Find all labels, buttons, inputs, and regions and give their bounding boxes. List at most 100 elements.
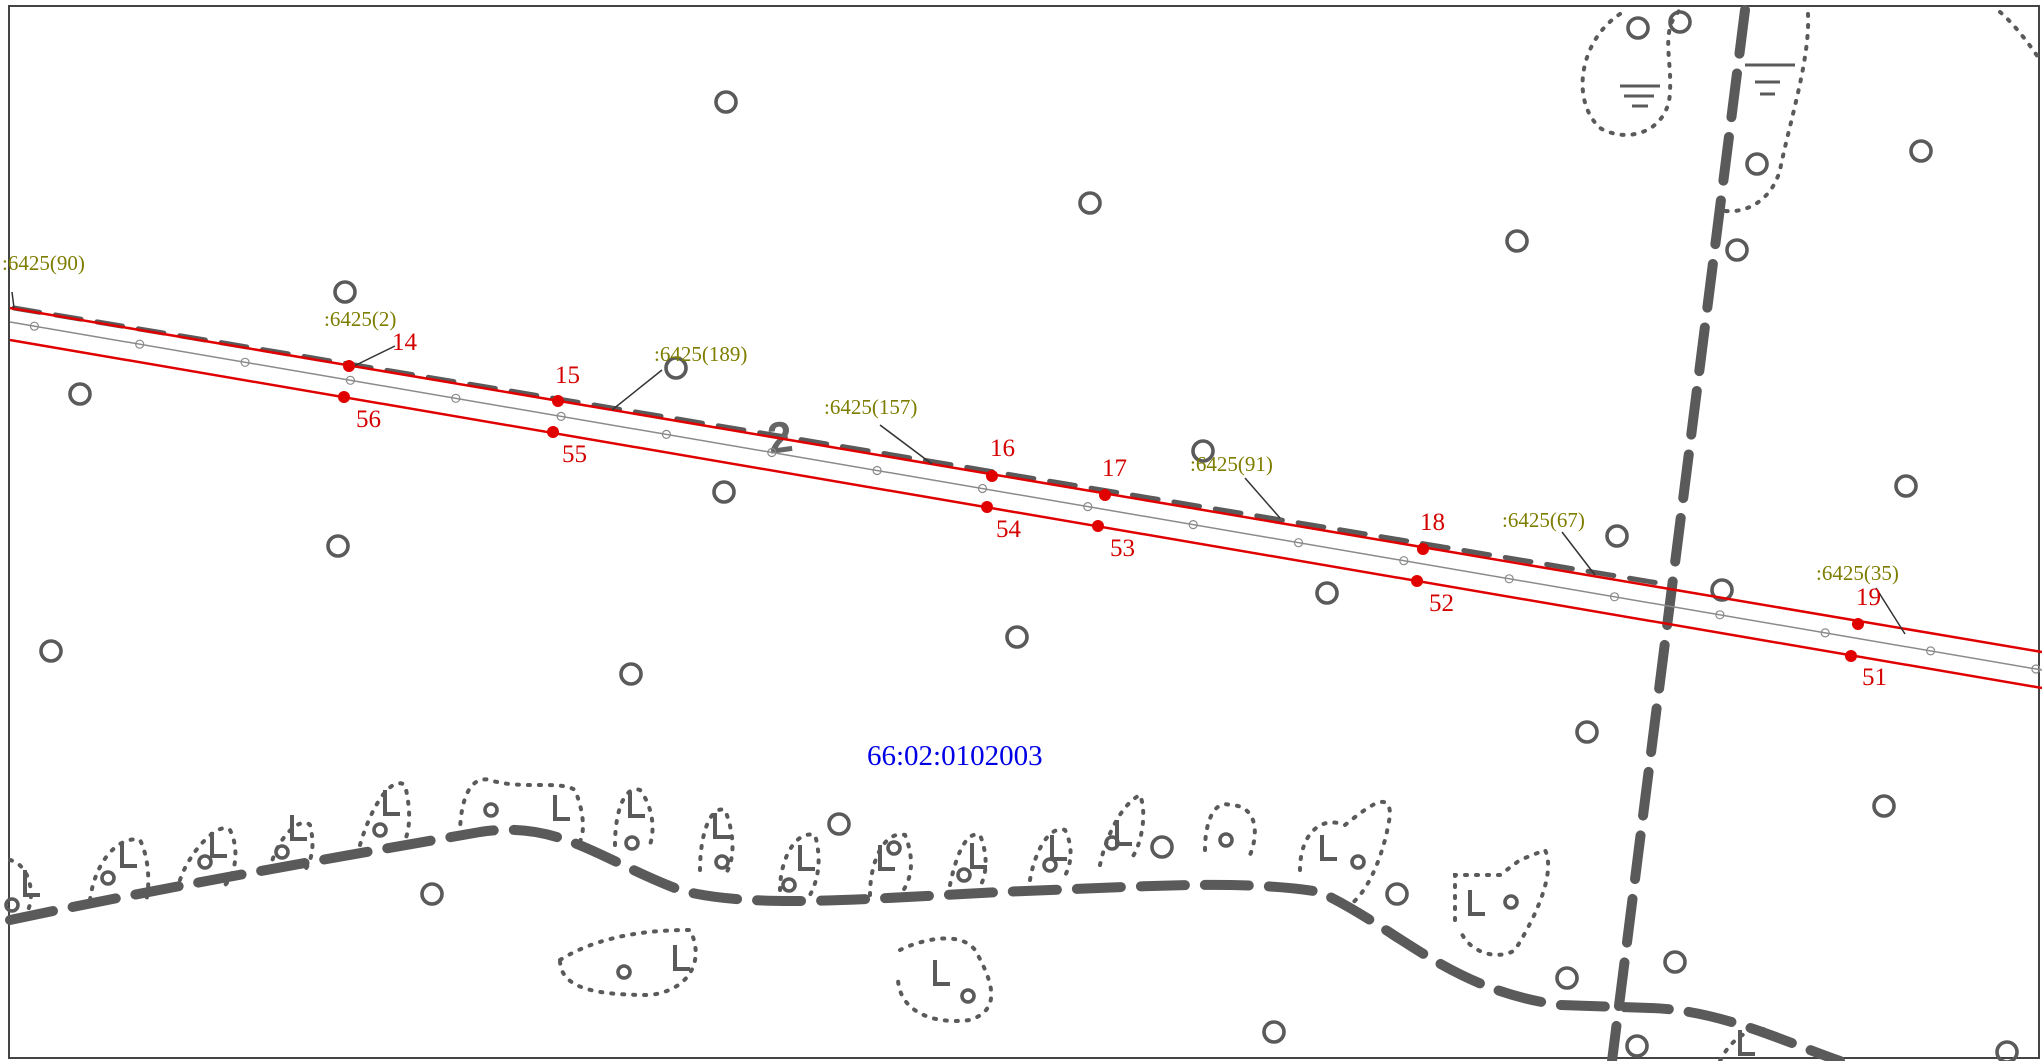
tree-symbol <box>1710 578 1734 602</box>
shrub-outline <box>1453 847 1551 957</box>
boundary-point[interactable] <box>552 395 564 407</box>
tree-symbol <box>1909 139 1933 163</box>
shrub-l-sign <box>798 845 815 871</box>
point-number: 53 <box>1110 535 1135 562</box>
shrub-dot <box>714 854 730 870</box>
axis-mark <box>1083 502 1093 512</box>
shrub-dot <box>886 840 902 856</box>
point-number: 56 <box>356 406 381 433</box>
shrub-l-sign <box>628 792 645 818</box>
parcel-label[interactable]: :6425(91) <box>1190 452 1273 476</box>
boundary-point[interactable] <box>1411 575 1423 587</box>
shrub-dot <box>616 964 632 980</box>
boundary-point[interactable] <box>343 360 355 372</box>
shrub-l-sign <box>933 960 950 986</box>
leader-line <box>879 424 933 465</box>
parcel-label[interactable]: :6425(90) <box>2 251 85 275</box>
tree-symbol <box>1078 191 1102 215</box>
tree-symbol <box>420 882 444 906</box>
boundary-points[interactable] <box>338 360 1864 662</box>
tree-symbol <box>1505 229 1529 253</box>
boundary-point[interactable] <box>986 470 998 482</box>
parcel-label[interactable]: :6425(189) <box>654 342 747 366</box>
tree-symbol <box>1555 966 1579 990</box>
parcel-label-leaders <box>11 291 1906 635</box>
axis-mark <box>1609 592 1620 602</box>
shrub-l-sign <box>1738 1030 1755 1056</box>
tree-symbol <box>1745 152 1769 176</box>
shrub-dot <box>1503 894 1519 910</box>
tree-symbol <box>1995 1040 2019 1061</box>
shrub-l-sign <box>878 845 895 871</box>
axis-mark <box>977 483 988 494</box>
parcel-label[interactable]: :6425(67) <box>1502 508 1585 532</box>
boundary-point[interactable] <box>547 426 559 438</box>
point-number: 54 <box>996 516 1022 543</box>
tree-symbol <box>1663 950 1687 974</box>
parcel-label[interactable]: :6425(35) <box>1816 561 1899 585</box>
shrub-outline <box>896 936 994 1023</box>
axis-mark <box>29 321 40 331</box>
point-numbers: 14 15 16 17 18 19 56 55 54 53 52 51 <box>356 329 1887 691</box>
shrub-l-sign <box>1320 835 1337 861</box>
shrub-outline <box>948 832 988 892</box>
shrub-outline <box>8 858 33 912</box>
boundary-point[interactable] <box>1099 489 1111 501</box>
boundary-point[interactable] <box>1092 520 1104 532</box>
axis-mark <box>451 393 461 403</box>
axis-mark <box>1820 628 1830 638</box>
shrub-dot <box>4 897 20 913</box>
tree-symbol <box>1262 1020 1286 1044</box>
lower-dashed-line <box>5 824 1845 1061</box>
shrub-outline <box>1098 792 1146 867</box>
leader-line <box>351 345 396 368</box>
boundary-point[interactable] <box>1852 618 1864 630</box>
parcel-label[interactable]: :6425(2) <box>324 307 396 331</box>
dotted-contour <box>1998 10 2042 62</box>
axis-mark <box>240 357 250 367</box>
boundary-point[interactable] <box>1417 543 1429 555</box>
shrub-outline <box>613 787 655 852</box>
shrub-l-sign <box>383 790 400 816</box>
tree-symbol <box>1626 16 1650 40</box>
shrub-l-sign <box>1468 890 1485 916</box>
axis-mark <box>661 429 672 439</box>
tree-symbol <box>326 534 350 558</box>
tree-symbol <box>1625 1034 1649 1058</box>
point-number: 19 <box>1856 584 1881 611</box>
shrub-l-sign <box>1050 835 1067 861</box>
leader-line <box>1561 531 1596 576</box>
boundary-point[interactable] <box>981 501 993 513</box>
tree-symbol <box>1315 581 1339 605</box>
shrub-dot <box>100 870 116 886</box>
shrub-outline <box>458 777 585 847</box>
axis-mark <box>1925 646 1936 656</box>
shrub-outline <box>868 832 913 897</box>
boundary-line-upper[interactable] <box>9 306 2042 654</box>
shrub-dot <box>781 877 797 893</box>
shrub-outline <box>558 927 698 998</box>
shrub-outline <box>778 832 821 897</box>
shrub-dot <box>274 844 290 860</box>
shrub-dot <box>956 867 972 883</box>
shrub-symbols <box>4 777 1772 1061</box>
boundary-point[interactable] <box>338 391 350 403</box>
parcel-label[interactable]: :6425(157) <box>824 395 917 419</box>
tree-symbol <box>619 662 643 686</box>
leader-line <box>1244 477 1281 519</box>
leader-line <box>1875 587 1906 635</box>
shrub-outline <box>1028 827 1073 882</box>
axis-mark <box>135 339 145 349</box>
point-number: 16 <box>990 435 1015 462</box>
topographic-layer: 2 <box>4 5 2042 1061</box>
boundary-point[interactable] <box>1845 650 1857 662</box>
shrub-dot <box>372 822 388 838</box>
point-number: 15 <box>555 362 580 389</box>
leader-line <box>611 369 663 411</box>
tree-symbol <box>333 280 357 304</box>
tree-symbol <box>1150 835 1174 859</box>
shrub-outline <box>358 781 412 852</box>
tree-symbol <box>1894 474 1918 498</box>
